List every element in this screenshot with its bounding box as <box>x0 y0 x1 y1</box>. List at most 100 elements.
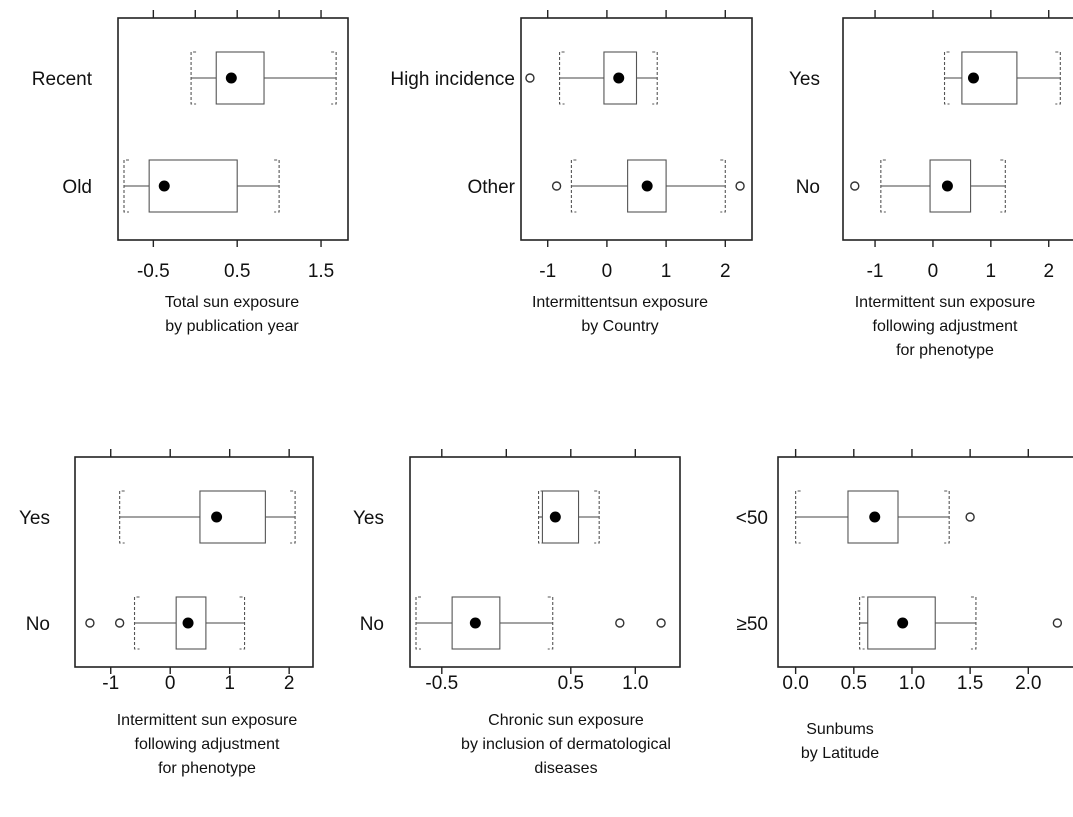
panel-4-tick-label-1: 0 <box>165 673 176 694</box>
panel-4-cat-1-outlier-1 <box>114 618 125 628</box>
panel-2-cat-1-bracket-low <box>570 159 577 213</box>
panel-6-tick-label-0: 0.0 <box>782 673 808 694</box>
panel-5-tick-label-0: -0.5 <box>425 673 458 694</box>
panel-3-cat-1-bracket-high <box>1000 159 1006 213</box>
panel-4-cat-1-outlier-0 <box>85 618 95 628</box>
panel-6-cat-0-label: <50 <box>736 508 768 529</box>
panel-5-caption-line-0: Chronic sun exposure <box>488 712 644 729</box>
panel-4-cat-0-bracket-high <box>290 490 296 544</box>
panel-1-tick-label-1: 0.5 <box>224 261 250 282</box>
panel-4-cat-0-median-dot <box>211 511 223 523</box>
panel-2-caption-line-0: Intermittentsun exposure <box>532 294 708 311</box>
panel-5-cat-1-median-dot <box>469 617 481 629</box>
panel-1-frame <box>117 17 349 241</box>
panel-4-cat-0-box <box>199 490 266 544</box>
panel-4-caption-line-1: following adjustment <box>135 736 281 753</box>
panel-2-cat-1-median-dot <box>641 180 653 192</box>
panel-1-caption-line-1: by publication year <box>165 318 299 335</box>
panel-6-cat-1-bracket-high <box>970 596 977 650</box>
panel-5-cat-1-label: No <box>360 614 384 635</box>
panel-4-cat-1-bracket-low <box>133 596 140 650</box>
panel-3-tick-label-2: 1 <box>986 261 997 282</box>
panel-1-cat-0-median-dot <box>225 72 237 84</box>
panel-6-frame <box>777 456 1073 668</box>
panel-5-cat-0-label: Yes <box>353 508 384 529</box>
panel-2-cat-0-label: High incidence <box>390 69 515 90</box>
panel-6-cat-0-bracket-high <box>944 490 950 544</box>
panel-6-cat-1-box <box>867 596 936 650</box>
panel-3-frame <box>842 17 1073 241</box>
panel-5-cat-0-box <box>541 490 580 544</box>
panel-4-cat-1-box <box>175 596 207 650</box>
panel-1-cat-1-median-dot <box>158 180 170 192</box>
panel-4-caption-line-2: for phenotype <box>158 760 256 777</box>
panel-1-caption-line-0: Total sun exposure <box>165 294 299 311</box>
panel-2-caption-line-1: by Country <box>581 318 658 335</box>
panel-1-cat-0-bracket-high <box>331 51 337 105</box>
panel-4-cat-1-median-dot <box>182 617 194 629</box>
panel-1-tick-label-0: -0.5 <box>137 261 170 282</box>
panel-1-cat-1-box <box>148 159 238 213</box>
panel-3-cat-0-box <box>961 51 1018 105</box>
panel-6-caption-line-1: by Latitude <box>801 745 879 762</box>
panel-2-cat-1-outlier-1 <box>735 181 745 191</box>
panel-5-cat-1-box <box>451 596 501 650</box>
panel-2-cat-0-bracket-high <box>652 51 658 105</box>
panel-6-cat-0-median-dot <box>869 511 881 523</box>
panel-3-tick-label-0: -1 <box>867 261 884 282</box>
panel-6-cat-0-outlier-0 <box>965 512 975 522</box>
panel-2-cat-1-bracket-high <box>720 159 726 213</box>
panel-4-cat-0-bracket-low <box>119 490 125 544</box>
panel-2-tick-label-2: 1 <box>661 261 672 282</box>
panel-5-cat-0-bracket-high <box>594 490 600 544</box>
panel-1-cat-0-bracket-low <box>190 51 197 105</box>
panel-4-tick-label-0: -1 <box>102 673 119 694</box>
panel-2-cat-0-box <box>603 51 638 105</box>
panel-3-cat-1-median-dot <box>941 180 953 192</box>
panel-6-caption-line-0: Sunbums <box>806 721 874 738</box>
panel-4-cat-1-bracket-high <box>239 596 246 650</box>
panel-1-cat-1-bracket-high <box>274 159 280 213</box>
panel-2-cat-1-box <box>627 159 667 213</box>
panel-2-cat-1-label: Other <box>467 177 515 198</box>
panel-2-tick-label-1: 0 <box>602 261 613 282</box>
panel-4-tick-label-2: 1 <box>224 673 235 694</box>
panel-3-caption-line-1: following adjustment <box>873 318 1019 335</box>
panel-3-caption-line-0: Intermittent sun exposure <box>855 294 1036 311</box>
panel-3-cat-1-box <box>929 159 972 213</box>
panel-6-cat-0-box <box>847 490 899 544</box>
panel-2-cat-1-outlier-0 <box>551 181 562 191</box>
panel-3-cat-0-label: Yes <box>789 69 820 90</box>
panel-5-frame <box>409 456 681 668</box>
panel-5-caption-line-1: by inclusion of dermatological <box>461 736 671 753</box>
panel-4-frame <box>74 456 314 668</box>
panel-1-cat-0-label: Recent <box>32 69 93 90</box>
panel-1-cat-1-bracket-low <box>123 159 129 213</box>
panel-2-cat-0-median-dot <box>613 72 625 84</box>
panel-5-tick-label-2: 1.0 <box>622 673 648 694</box>
panel-5-cat-0-median-dot <box>549 511 561 523</box>
panel-6-cat-1-outlier-0 <box>1052 618 1063 628</box>
panel-3-caption-line-2: for phenotype <box>896 342 994 359</box>
panel-3-cat-0-bracket-high <box>1055 51 1061 105</box>
panel-6-cat-1-label: ≥50 <box>736 614 768 635</box>
panel-3-cat-0-bracket-low <box>943 51 950 105</box>
panel-6-tick-label-4: 2.0 <box>1015 673 1041 694</box>
panel-6-tick-label-2: 1.0 <box>899 673 925 694</box>
panel-3-cat-1-bracket-low <box>880 159 886 213</box>
panel-3-cat-1-outlier-0 <box>850 181 860 191</box>
panel-1-cat-1-label: Old <box>62 177 92 198</box>
panel-5-tick-label-1: 0.5 <box>558 673 584 694</box>
panel-4-cat-0-label: Yes <box>19 508 50 529</box>
panel-3-cat-1-label: No <box>796 177 820 198</box>
panel-5-cat-1-bracket-high <box>547 596 554 650</box>
panel-3-cat-0-median-dot <box>967 72 979 84</box>
panel-3-tick-label-1: 0 <box>928 261 939 282</box>
panel-5-cat-1-outlier-0 <box>615 618 625 628</box>
panel-6-tick-label-1: 0.5 <box>841 673 867 694</box>
panel-6-cat-1-bracket-low <box>859 596 865 650</box>
panel-6-cat-1-median-dot <box>897 617 909 629</box>
panel-4-cat-1-label: No <box>26 614 50 635</box>
panel-4-tick-label-3: 2 <box>284 673 295 694</box>
